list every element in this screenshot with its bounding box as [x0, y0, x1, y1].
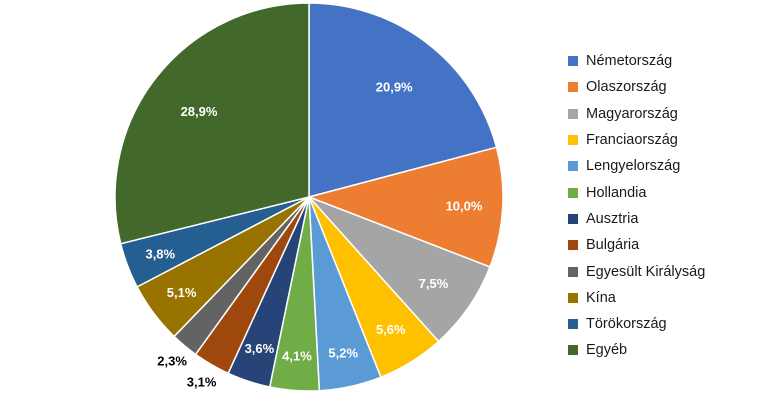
- legend-label: Lengyelország: [586, 158, 681, 175]
- slice-value-label-6: 4,1%: [282, 349, 312, 364]
- legend-swatch: [568, 161, 578, 172]
- legend-swatch: [568, 240, 578, 251]
- legend-label: Olaszország: [586, 79, 667, 96]
- legend-label: Egyéb: [586, 342, 628, 359]
- legend-swatch: [568, 292, 578, 303]
- legend-label: Hollandia: [586, 184, 647, 201]
- legend-swatch: [568, 187, 578, 198]
- legend-label: Törökország: [586, 316, 667, 333]
- legend-label: Kína: [586, 289, 616, 306]
- legend-item: Kína: [568, 285, 773, 311]
- legend-label: Franciaország: [586, 132, 678, 149]
- legend-swatch: [568, 319, 578, 330]
- slice-value-label-10: 5,1%: [167, 285, 197, 300]
- legend-label: Ausztria: [586, 210, 639, 227]
- legend-swatch: [568, 135, 578, 146]
- pie-slice-12: [114, 2, 310, 245]
- legend-swatch: [568, 213, 578, 224]
- pie-slice-2: [306, 146, 504, 268]
- legend-item: Egyéb: [568, 337, 773, 363]
- slice-value-label-5: 5,2%: [328, 345, 358, 360]
- legend-item: Törökország: [568, 311, 773, 337]
- legend-swatch: [568, 266, 578, 277]
- slice-value-label-12: 28,9%: [181, 104, 218, 119]
- slice-value-label-3: 7,5%: [419, 276, 449, 291]
- slice-value-label-7: 3,6%: [245, 341, 275, 356]
- legend-item: Egyesült Királyság: [568, 258, 773, 284]
- legend-swatch: [568, 82, 578, 93]
- slice-value-label-8: 3,1%: [187, 374, 217, 389]
- slice-value-label-11: 3,8%: [145, 246, 175, 261]
- legend-item: Franciaország: [568, 127, 773, 153]
- legend-item: Magyarország: [568, 101, 773, 127]
- legend-label: Egyesült Királyság: [586, 263, 706, 280]
- slice-value-label-4: 5,6%: [376, 322, 406, 337]
- slice-value-label-1: 20,9%: [376, 79, 413, 94]
- legend-swatch: [568, 345, 578, 356]
- chart-legend: Németország Olaszország Magyarország Franci…: [568, 48, 773, 364]
- slice-value-label-9: 2,3%: [157, 354, 187, 369]
- legend-swatch: [568, 108, 578, 119]
- legend-swatch: [568, 56, 578, 67]
- legend-item: Lengyelország: [568, 153, 773, 179]
- legend-item: Hollandia: [568, 179, 773, 205]
- legend-item: Bulgária: [568, 232, 773, 258]
- legend-label: Magyarország: [586, 105, 678, 122]
- legend-item: Németország: [568, 48, 773, 74]
- legend-item: Ausztria: [568, 206, 773, 232]
- slice-value-label-2: 10,0%: [446, 199, 483, 214]
- legend-label: Bulgária: [586, 237, 640, 254]
- legend-item: Olaszország: [568, 74, 773, 100]
- pie-slice-1: [308, 2, 498, 198]
- legend-label: Németország: [586, 53, 673, 70]
